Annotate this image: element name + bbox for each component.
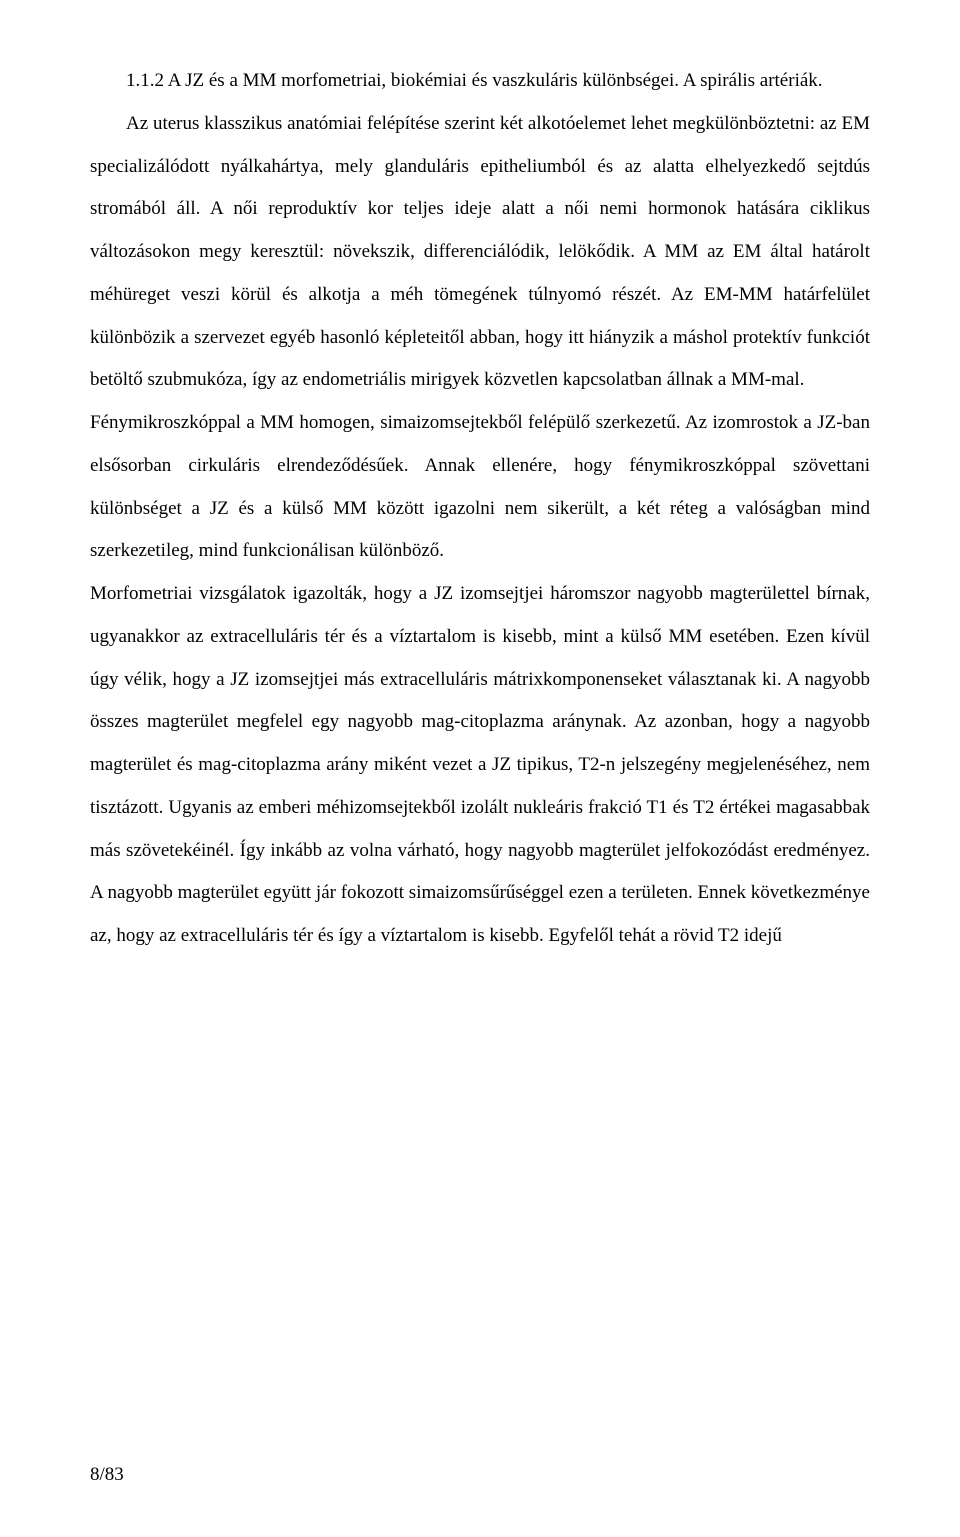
page-number-text: 8/83 <box>90 1464 124 1485</box>
section-heading: 1.1.2 A JZ és a MM morfometriai, biokémi… <box>90 60 870 103</box>
page-number: 8/83 <box>90 1454 124 1497</box>
document-page: 1.1.2 A JZ és a MM morfometriai, biokémi… <box>0 0 960 1537</box>
paragraph-1-text: Az uterus klasszikus anatómiai felépítés… <box>90 113 870 391</box>
paragraph-3-text: Morfometriai vizsgálatok igazolták, hogy… <box>90 583 870 946</box>
heading-text: 1.1.2 A JZ és a MM morfometriai, biokémi… <box>126 70 823 91</box>
paragraph-2-text: Fénymikroszkóppal a MM homogen, simaizom… <box>90 412 870 561</box>
paragraph-1: Az uterus klasszikus anatómiai felépítés… <box>90 103 870 402</box>
paragraph-2: Fénymikroszkóppal a MM homogen, simaizom… <box>90 402 870 573</box>
paragraph-3: Morfometriai vizsgálatok igazolták, hogy… <box>90 573 870 958</box>
